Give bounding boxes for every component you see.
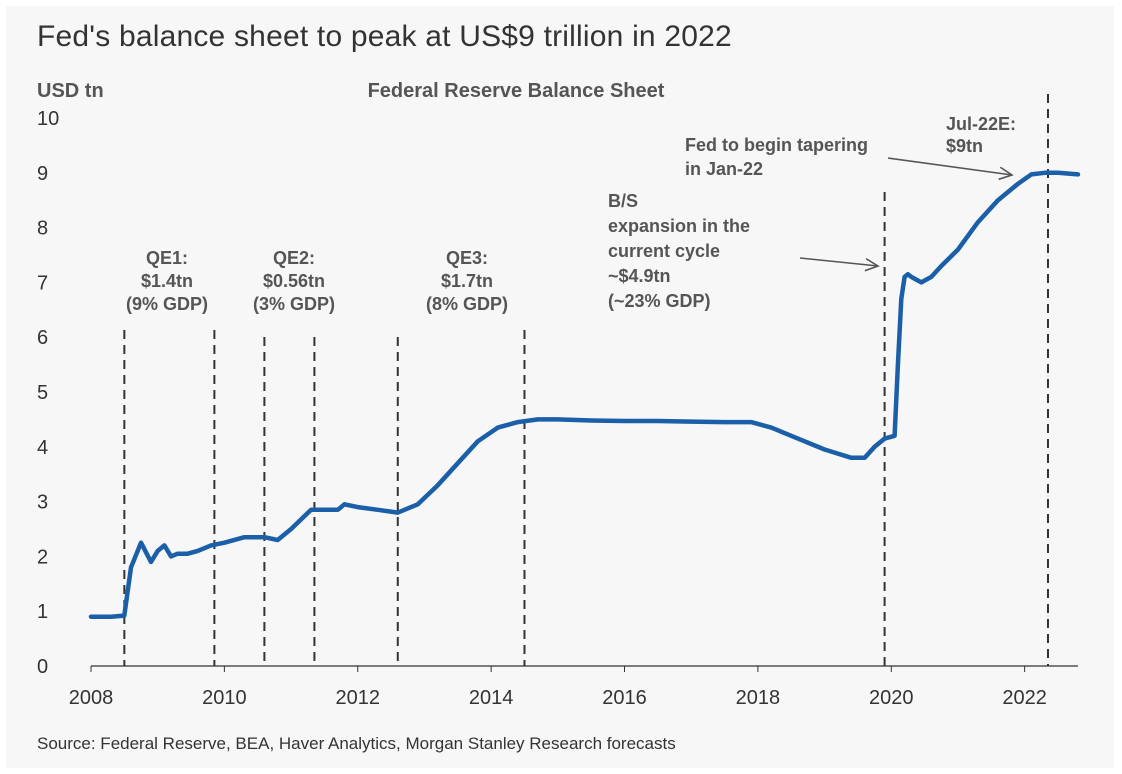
x-tick-label: 2014	[469, 687, 514, 709]
annotation: Fed to begin tapering in Jan-22	[685, 135, 868, 179]
annotation-line: expansion in the	[608, 216, 750, 236]
y-tick-label: 9	[37, 163, 48, 185]
annotation-line: in Jan-22	[685, 159, 763, 179]
annotation-line: Jul-22E:	[946, 114, 1016, 134]
annotation: QE1: $1.4tn (9% GDP)	[126, 248, 208, 314]
y-tick-label: 6	[37, 327, 48, 349]
annotation: QE3: $1.7tn (8% GDP)	[426, 248, 508, 314]
annotation-line: QE2:	[273, 248, 315, 268]
x-tick-label: 2020	[869, 687, 914, 709]
annotation-line: ~$4.9tn	[608, 266, 671, 286]
annotation-line: (~23% GDP)	[608, 291, 711, 311]
annotation: B/S expansion in the current cycle ~$4.9tn (…	[608, 191, 750, 311]
annotation-line: QE1:	[146, 248, 188, 268]
annotation-line: $0.56tn	[263, 271, 325, 291]
annotation-arrow	[887, 157, 1013, 176]
y-axis-label: USD tn	[37, 80, 104, 102]
y-tick-label: 0	[37, 656, 48, 678]
y-tick-label: 7	[37, 272, 48, 294]
x-tick-label: 2016	[602, 687, 647, 709]
annotation: Jul-22E: $9tn	[946, 114, 1016, 156]
annotation: QE2: $0.56tn (3% GDP)	[253, 248, 335, 314]
x-tick-label: 2018	[736, 687, 781, 709]
y-tick-label: 8	[37, 218, 48, 240]
annotation-line: $1.7tn	[441, 271, 493, 291]
chart-panel	[6, 6, 1114, 768]
y-tick-label: 2	[37, 546, 48, 568]
annotation-line: (3% GDP)	[253, 294, 335, 314]
x-tick-label: 2022	[1002, 687, 1047, 709]
annotation-line: QE3:	[446, 248, 488, 268]
y-tick-label: 1	[37, 601, 48, 623]
x-tick-label: 2012	[336, 687, 381, 709]
annotation-line: current cycle	[608, 241, 720, 261]
annotation-line: $9tn	[946, 136, 983, 156]
y-tick-label: 10	[37, 108, 59, 130]
annotation-line: (9% GDP)	[126, 294, 208, 314]
balance-sheet-line	[88, 170, 1081, 619]
annotation-line: B/S	[608, 191, 638, 211]
chart-title: Federal Reserve Balance Sheet	[368, 80, 665, 102]
annotation-line: Fed to begin tapering	[685, 135, 868, 155]
y-tick-label: 3	[37, 492, 48, 514]
y-tick-label: 5	[37, 382, 48, 404]
annotation-line: $1.4tn	[141, 271, 193, 291]
annotation-arrowhead	[864, 257, 880, 272]
headline: Fed's balance sheet to peak at US$9 tril…	[37, 20, 732, 53]
y-tick-label: 4	[37, 437, 48, 459]
annotation-arrowhead	[998, 166, 1014, 181]
annotation-line: (8% GDP)	[426, 294, 508, 314]
x-tick-label: 2008	[69, 687, 114, 709]
x-tick-label: 2010	[202, 687, 247, 709]
source-note: Source: Federal Reserve, BEA, Haver Anal…	[37, 734, 676, 753]
annotation-arrow	[799, 257, 879, 267]
